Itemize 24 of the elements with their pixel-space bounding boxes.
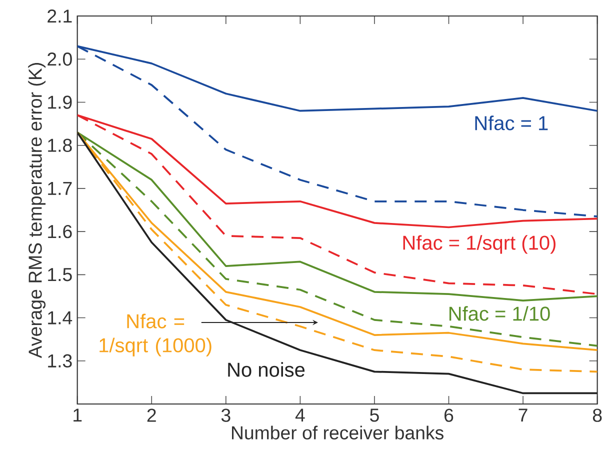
series-label: Nfac = 1/10 [449, 306, 550, 321]
y-tick-label: 1.4 [48, 311, 72, 324]
series-label: Nfac = 1 [475, 115, 548, 130]
x-tick-label: 3 [221, 408, 230, 422]
series-label: Nfac = 1/sqrt (10) [403, 235, 556, 254]
y-tick-label: 2.1 [48, 9, 72, 22]
y-axis-title: Average RMS temperature error (K) [28, 62, 46, 358]
y-tick-label: 1.9 [48, 95, 72, 109]
y-tick-label: 2.0 [48, 52, 72, 66]
x-tick-label: 8 [592, 408, 602, 422]
x-tick-label: 2 [147, 408, 156, 422]
series-label: No noise [228, 362, 305, 377]
y-tick-label: 1.6 [48, 224, 72, 238]
x-tick-label: 6 [444, 408, 454, 422]
y-tick-label: 1.8 [48, 138, 72, 152]
x-tick-label: 1 [74, 408, 82, 422]
y-tick-label: 1.5 [48, 268, 72, 282]
x-tick-label: 7 [518, 408, 528, 422]
y-tick-label: 1.3 [48, 354, 72, 368]
x-tick-label: 5 [370, 408, 379, 422]
x-tick-label: 4 [295, 408, 305, 422]
y-tick-label: 1.7 [48, 182, 72, 195]
series-label: Nfac = 1/sqrt (1000) [100, 314, 212, 356]
x-axis-title: Number of receiver banks [232, 426, 444, 440]
